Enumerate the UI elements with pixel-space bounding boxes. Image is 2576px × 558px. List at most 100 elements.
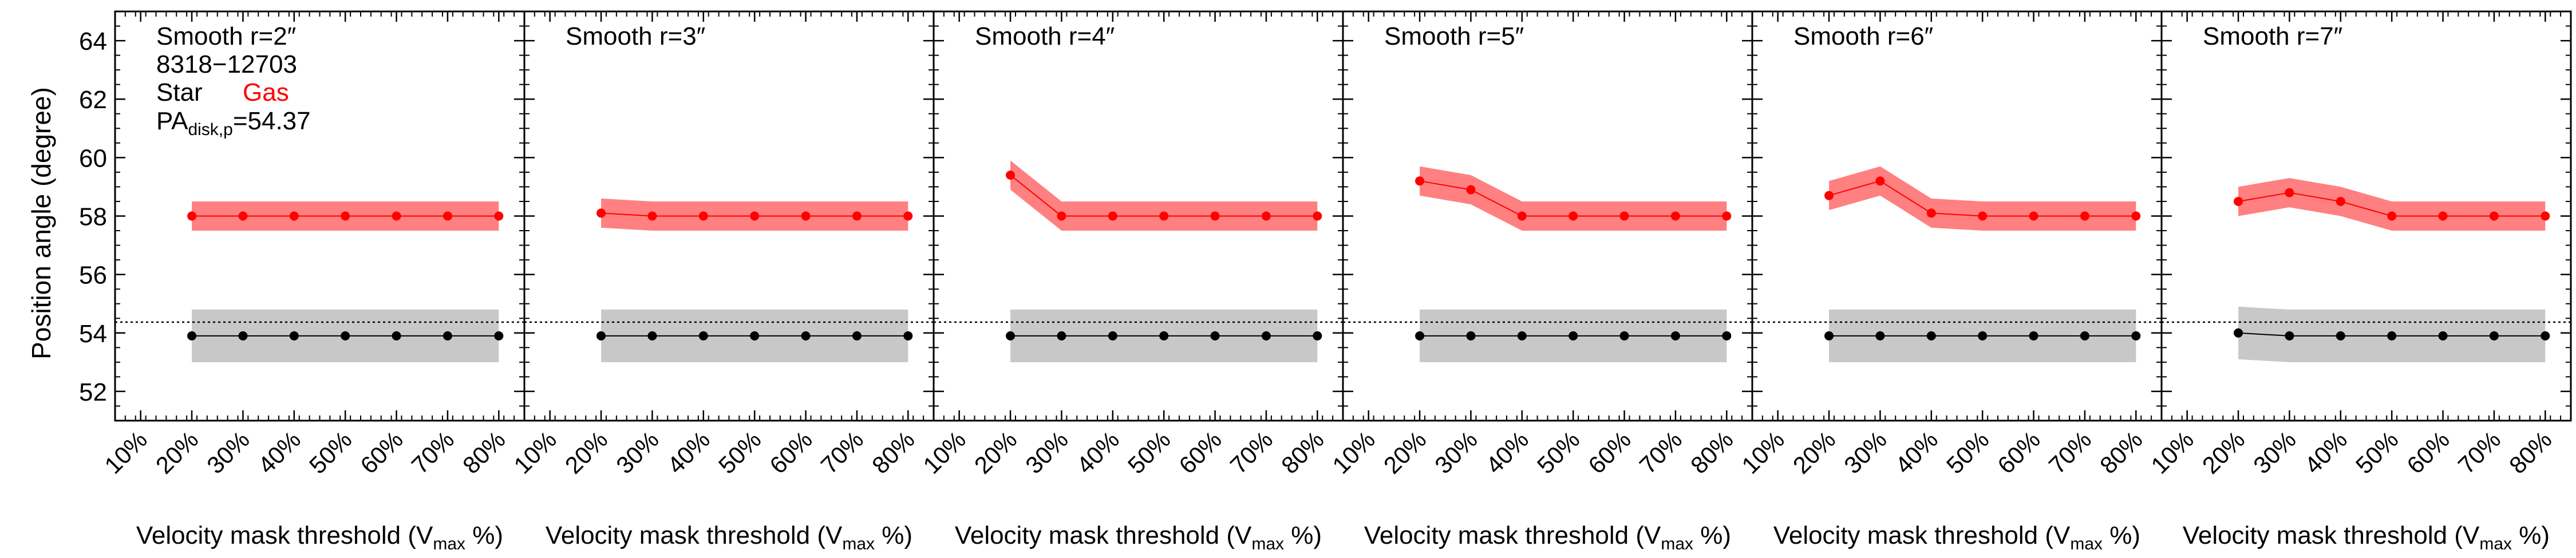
gas-error-band [1010,160,1318,231]
gas-data-point [494,211,504,221]
gas-data-point [1978,211,1988,221]
x-tick-label: 40% [1890,426,1943,479]
gas-error-band [1829,166,2136,231]
x-tick-label: 80% [457,426,511,479]
star-data-point [1057,331,1066,341]
y-tick-label: 52 [79,378,107,406]
x-tick-label: 30% [611,426,664,479]
x-tick-label: 10% [918,426,971,479]
x-tick-label: 20% [1788,426,1841,479]
y-axis-label: Position angle (degree) [26,87,56,359]
legend-star-label: Star [156,78,203,106]
x-tick-label: 40% [1071,426,1124,479]
star-data-point [1261,331,1271,341]
x-tick-label: 60% [1583,426,1636,479]
star-data-point [2489,331,2499,341]
x-tick-label: 40% [662,426,715,479]
star-data-point [1875,331,1885,341]
gas-data-point [647,211,657,221]
gas-data-point [801,211,811,221]
x-tick-label: 50% [1123,426,1176,479]
star-data-point [1210,331,1220,341]
gas-data-point [1670,211,1680,221]
gas-data-point [596,208,606,218]
x-tick-label: 10% [2146,426,2199,479]
x-tick-label: 80% [2095,426,2148,479]
x-axis-label: Velocity mask threshold (Vmax %) [955,521,1322,553]
y-tick-label: 58 [79,203,107,231]
x-tick-label: 70% [2044,426,2097,479]
gas-data-point [750,211,760,221]
x-axis-label: Velocity mask threshold (Vmax %) [2183,521,2550,553]
gas-data-point [341,211,350,221]
gas-data-point [2438,211,2448,221]
x-tick-label: 70% [1225,426,1278,479]
panel-6: 10%20%30%40%50%60%70%80% Velocity mask th… [2146,10,2572,553]
panel-5: 10%20%30%40%50%60%70%80% Velocity mask th… [1736,10,2163,553]
star-data-point [1568,331,1578,341]
gas-data-point [1568,211,1578,221]
star-data-point [852,331,862,341]
star-data-point [289,331,299,341]
x-tick-label: 80% [2504,426,2557,479]
gas-data-point [2131,211,2141,221]
x-tick-label: 80% [1276,426,1329,479]
x-axis-label: Velocity mask threshold (Vmax %) [1773,521,2140,553]
gas-data-point [1824,191,1834,200]
star-data-point [2387,331,2397,341]
star-data-point [2336,331,2345,341]
x-tick-label: 20% [1378,426,1432,479]
gas-data-point [187,211,197,221]
gas-data-point [392,211,401,221]
x-tick-label: 60% [764,426,817,479]
x-tick-label: 70% [406,426,460,479]
x-tick-label: 10% [1327,426,1380,479]
x-tick-label: 70% [2453,426,2506,479]
x-tick-label: 10% [508,426,562,479]
panel-title: Smooth r=3″ [566,22,705,50]
gas-data-point [1875,176,1885,186]
y-tick-label: 54 [79,320,107,348]
x-tick-label: 70% [816,426,869,479]
galaxy-id-label: 8318−12703 [156,50,297,78]
x-axis-label: Velocity mask threshold (Vmax %) [136,521,503,553]
panel-4: 10%20%30%40%50%60%70%80% Velocity mask th… [1327,10,1753,553]
star-data-point [2438,331,2448,341]
star-data-point [1926,331,1936,341]
star-data-point [2131,331,2141,341]
gas-data-point [1619,211,1629,221]
x-tick-label: 10% [99,426,152,479]
x-axis-label: Velocity mask threshold (Vmax %) [1364,521,1731,553]
star-data-point [238,331,248,341]
gas-data-point [1466,185,1476,195]
gas-data-point [2234,196,2243,206]
panel-title: Smooth r=2″ [156,22,296,50]
star-data-point [1108,331,1117,341]
star-data-point [1517,331,1527,341]
x-tick-label: 50% [2350,426,2404,479]
star-data-point [1978,331,1988,341]
x-tick-label: 80% [867,426,920,479]
star-data-point [2285,331,2294,341]
star-data-point [1722,331,1732,341]
panel-title: Smooth r=6″ [1793,22,1933,50]
star-data-point [2080,331,2089,341]
gas-data-point [2080,211,2089,221]
x-tick-label: 70% [1634,426,1688,479]
panel-title: Smooth r=4″ [975,22,1115,50]
x-tick-label: 20% [2197,426,2250,479]
star-data-point [1824,331,1834,341]
y-tick-label: 62 [79,86,107,114]
gas-data-point [289,211,299,221]
x-tick-label: 20% [151,426,204,479]
panel-title: Smooth r=5″ [1384,22,1524,50]
gas-error-band [1420,166,1727,231]
star-data-point [1006,331,1016,341]
gas-data-point [2285,188,2294,197]
star-data-point [1466,331,1476,341]
star-data-point [1619,331,1629,341]
star-data-point [903,331,913,341]
x-tick-label: 30% [1429,426,1483,479]
x-tick-label: 30% [1020,426,1073,479]
x-tick-label: 60% [2401,426,2455,479]
